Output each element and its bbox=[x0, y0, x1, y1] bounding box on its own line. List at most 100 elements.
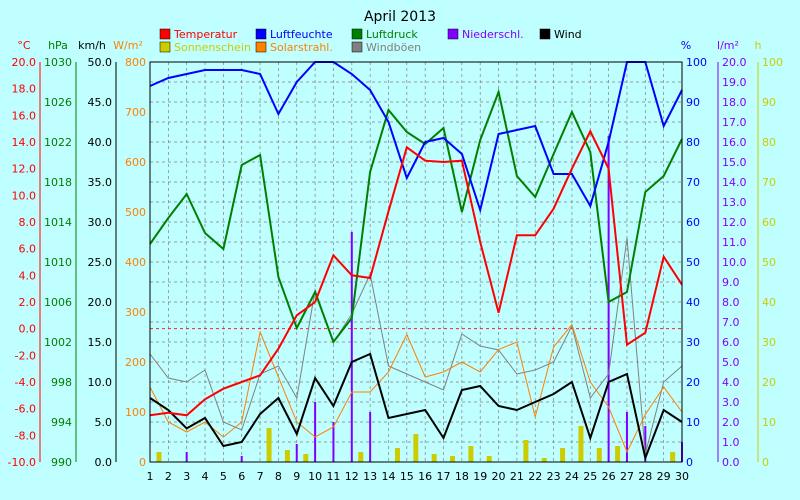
y-tick-label: 20.0 bbox=[722, 56, 747, 69]
precip-bar bbox=[369, 412, 372, 462]
series-line-luftdruck bbox=[149, 88, 683, 345]
x-tick-label: 24 bbox=[565, 470, 579, 483]
y-tick-label: 25.0 bbox=[88, 256, 113, 269]
legend-label: Wind bbox=[554, 28, 582, 41]
y-tick-label: 6.0 bbox=[722, 336, 740, 349]
legend-swatch bbox=[159, 28, 171, 40]
x-tick-label: 25 bbox=[583, 470, 597, 483]
y-tick-label: 400 bbox=[125, 256, 146, 269]
legend-swatch bbox=[539, 28, 551, 40]
legend-label: Luftdruck bbox=[366, 28, 418, 41]
sunshine-bar bbox=[560, 448, 566, 462]
precip-bar bbox=[295, 444, 298, 462]
y-tick-label: 100 bbox=[686, 56, 707, 69]
x-tick-label: 17 bbox=[437, 470, 451, 483]
y-tick-label: 1022 bbox=[44, 136, 72, 149]
x-tick-label: 19 bbox=[473, 470, 487, 483]
sunshine-bar bbox=[615, 446, 621, 462]
chart-title: April 2013 bbox=[364, 9, 436, 25]
legend: Temperatur Luftfeuchte Luftdruck Niederschl… bbox=[159, 28, 582, 54]
y-tick-label: 1030 bbox=[44, 56, 72, 69]
y-tick-label: 60 bbox=[762, 216, 776, 229]
x-tick-label: 1 bbox=[147, 470, 154, 483]
y-tick-label: 70 bbox=[762, 176, 776, 189]
y-tick-label: 17.0 bbox=[722, 116, 747, 129]
y-tick-label: 0.0 bbox=[19, 323, 37, 336]
axis-unit: l/m² bbox=[717, 39, 739, 52]
precip-bar bbox=[625, 412, 628, 462]
y-tick-label: 80 bbox=[762, 136, 776, 149]
y-tick-label: 6.0 bbox=[19, 243, 37, 256]
y-tick-label: 20.0 bbox=[88, 296, 113, 309]
y-tick-label: 16.0 bbox=[12, 109, 37, 122]
y-tick-label: 60 bbox=[686, 216, 700, 229]
sunshine-bar bbox=[431, 454, 437, 462]
x-tick-label: 13 bbox=[363, 470, 377, 483]
y-tick-label: -8.0 bbox=[15, 429, 36, 442]
y-tick-label: 10.0 bbox=[88, 376, 113, 389]
axis-unit: °C bbox=[17, 39, 31, 52]
y-tick-label: 1006 bbox=[44, 296, 72, 309]
sunshine-bar bbox=[486, 456, 492, 462]
y-tick-label: 15.0 bbox=[88, 336, 113, 349]
y-tick-label: 0 bbox=[686, 456, 693, 469]
y-tick-label: 30 bbox=[686, 336, 700, 349]
y-tick-label: 300 bbox=[125, 306, 146, 319]
x-tick-label: 20 bbox=[492, 470, 506, 483]
legend-label: Temperatur bbox=[173, 28, 238, 41]
axis-unit: h bbox=[755, 39, 762, 52]
y-tick-label: 990 bbox=[51, 456, 72, 469]
x-tick-label: 2 bbox=[165, 470, 172, 483]
y-tick-label: 40 bbox=[762, 296, 776, 309]
y-tick-label: 12.0 bbox=[722, 216, 747, 229]
y-tick-label: 40 bbox=[686, 296, 700, 309]
y-tick-label: 30 bbox=[762, 336, 776, 349]
y-tick-label: 4.0 bbox=[19, 269, 37, 282]
y-tick-label: 700 bbox=[125, 106, 146, 119]
legend-label: Solarstrahl. bbox=[270, 41, 333, 54]
y-tick-label: 70 bbox=[686, 176, 700, 189]
x-tick-label: 10 bbox=[308, 470, 322, 483]
sunshine-bar bbox=[468, 446, 474, 462]
y-tick-label: 1002 bbox=[44, 336, 72, 349]
y-tick-label: 0 bbox=[762, 456, 769, 469]
precip-bar bbox=[332, 422, 335, 462]
axis-unit: W/m² bbox=[113, 39, 143, 52]
y-tick-label: 11.0 bbox=[722, 236, 747, 249]
plot-frame bbox=[149, 61, 683, 463]
x-tick-label: 23 bbox=[547, 470, 561, 483]
y-tick-label: 12.0 bbox=[12, 163, 37, 176]
x-tick-label: 11 bbox=[326, 470, 340, 483]
axis-unit: hPa bbox=[48, 39, 68, 52]
precip-bar bbox=[644, 426, 647, 462]
y-tick-label: 50 bbox=[762, 256, 776, 269]
series-line-wind bbox=[149, 352, 683, 462]
x-tick-label: 21 bbox=[510, 470, 524, 483]
y-tick-label: 18.0 bbox=[12, 83, 37, 96]
y-tick-label: 1014 bbox=[44, 216, 72, 229]
sunshine-bar bbox=[284, 450, 290, 462]
y-tick-label: -4.0 bbox=[15, 376, 36, 389]
y-tick-label: 2.0 bbox=[722, 416, 740, 429]
y-tick-label: 0.0 bbox=[722, 456, 740, 469]
y-tick-label: 9.0 bbox=[722, 276, 740, 289]
series-line-temperatur bbox=[149, 129, 683, 417]
sunshine-bar bbox=[266, 428, 272, 462]
x-tick-label: 29 bbox=[657, 470, 671, 483]
y-tick-label: 200 bbox=[125, 356, 146, 369]
y-tick-label: 0 bbox=[139, 456, 146, 469]
y-tick-label: 10 bbox=[762, 416, 776, 429]
y-tick-label: 2.0 bbox=[19, 296, 37, 309]
y-tick-label: 500 bbox=[125, 206, 146, 219]
axis-unit: km/h bbox=[78, 39, 106, 52]
axes: 1 2 3 4 5 6 7 8 9 10 11 12 13 14 15 16 17 18 19 20 21 22 23 24 2… bbox=[8, 39, 783, 483]
x-tick-label: 22 bbox=[528, 470, 542, 483]
y-tick-label: 8.0 bbox=[722, 296, 740, 309]
y-tick-label: 8.0 bbox=[19, 216, 37, 229]
y-tick-label: 3.0 bbox=[722, 396, 740, 409]
legend-label: Sonnenschein bbox=[174, 41, 251, 54]
y-tick-label: 50.0 bbox=[88, 56, 113, 69]
legend-label: Windböen bbox=[366, 41, 421, 54]
y-tick-label: 994 bbox=[51, 416, 72, 429]
sunshine-bar bbox=[541, 458, 547, 462]
